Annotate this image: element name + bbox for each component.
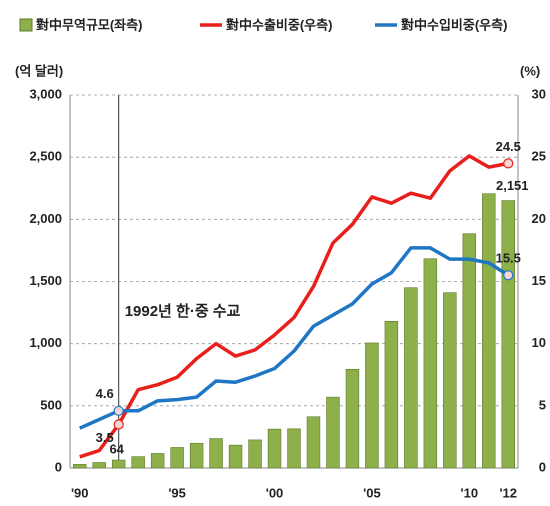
bar — [423, 258, 438, 469]
bar — [345, 368, 360, 469]
data-label: 2,151 — [496, 178, 529, 193]
marker — [113, 419, 124, 430]
bar — [482, 193, 496, 469]
bar — [267, 428, 282, 469]
bar — [248, 439, 262, 469]
y-tick-label: 2,500 — [29, 149, 62, 164]
y-tick-label: 0 — [55, 459, 62, 474]
bar — [228, 444, 243, 469]
x-tick-label: '95 — [168, 485, 186, 500]
y-axis-label: (억 달러) — [15, 63, 63, 78]
y2-tick-label: 30 — [532, 86, 546, 101]
y-tick-label: 500 — [40, 397, 62, 412]
y-tick-label: 3,000 — [29, 86, 62, 101]
y2-axis-label: (%) — [520, 63, 540, 78]
legend-swatch — [19, 18, 33, 32]
x-tick-label: '90 — [71, 485, 89, 500]
bar — [306, 416, 321, 469]
data-label: 4.6 — [96, 386, 114, 401]
legend-label: 對中무역규모(좌측) — [36, 17, 142, 32]
y2-tick-label: 25 — [532, 149, 546, 164]
y2-tick-label: 15 — [532, 273, 546, 288]
bar — [131, 456, 145, 469]
line — [79, 154, 509, 459]
annotation: 1992년 한·중 수교 — [125, 303, 241, 320]
marker — [503, 158, 514, 169]
data-label: 24.5 — [496, 139, 521, 154]
bar — [501, 200, 515, 469]
bar — [287, 428, 301, 469]
data-label: 64 — [109, 441, 124, 456]
x-tick-label: '10 — [461, 485, 479, 500]
x-tick-label: '12 — [499, 485, 517, 500]
bar — [365, 342, 379, 469]
y-tick-label: 2,000 — [29, 211, 62, 226]
bar — [462, 233, 477, 469]
bar — [150, 453, 165, 469]
legend-label: 對中수출비중(우측) — [226, 17, 332, 32]
bar — [384, 320, 399, 469]
line — [79, 246, 510, 430]
bar — [443, 292, 457, 469]
bar — [209, 438, 223, 469]
data-label: 15.5 — [496, 251, 521, 266]
bar — [170, 447, 184, 469]
bar — [326, 396, 340, 469]
legend-label: 對中수입비중(우측) — [401, 17, 507, 32]
data-label: 3.5 — [96, 430, 114, 445]
bar — [92, 462, 106, 469]
marker — [503, 270, 514, 281]
x-tick-label: '00 — [266, 485, 284, 500]
y-tick-label: 1,000 — [29, 335, 62, 350]
y2-tick-label: 10 — [532, 335, 546, 350]
bar — [404, 287, 418, 469]
y2-tick-label: 0 — [539, 459, 546, 474]
bar — [111, 459, 126, 469]
y2-tick-label: 5 — [539, 397, 546, 412]
bar — [189, 442, 204, 469]
marker — [113, 405, 124, 416]
y-tick-label: 1,500 — [29, 273, 62, 288]
y2-tick-label: 20 — [532, 211, 546, 226]
x-tick-label: '05 — [363, 485, 381, 500]
bar — [73, 464, 87, 469]
